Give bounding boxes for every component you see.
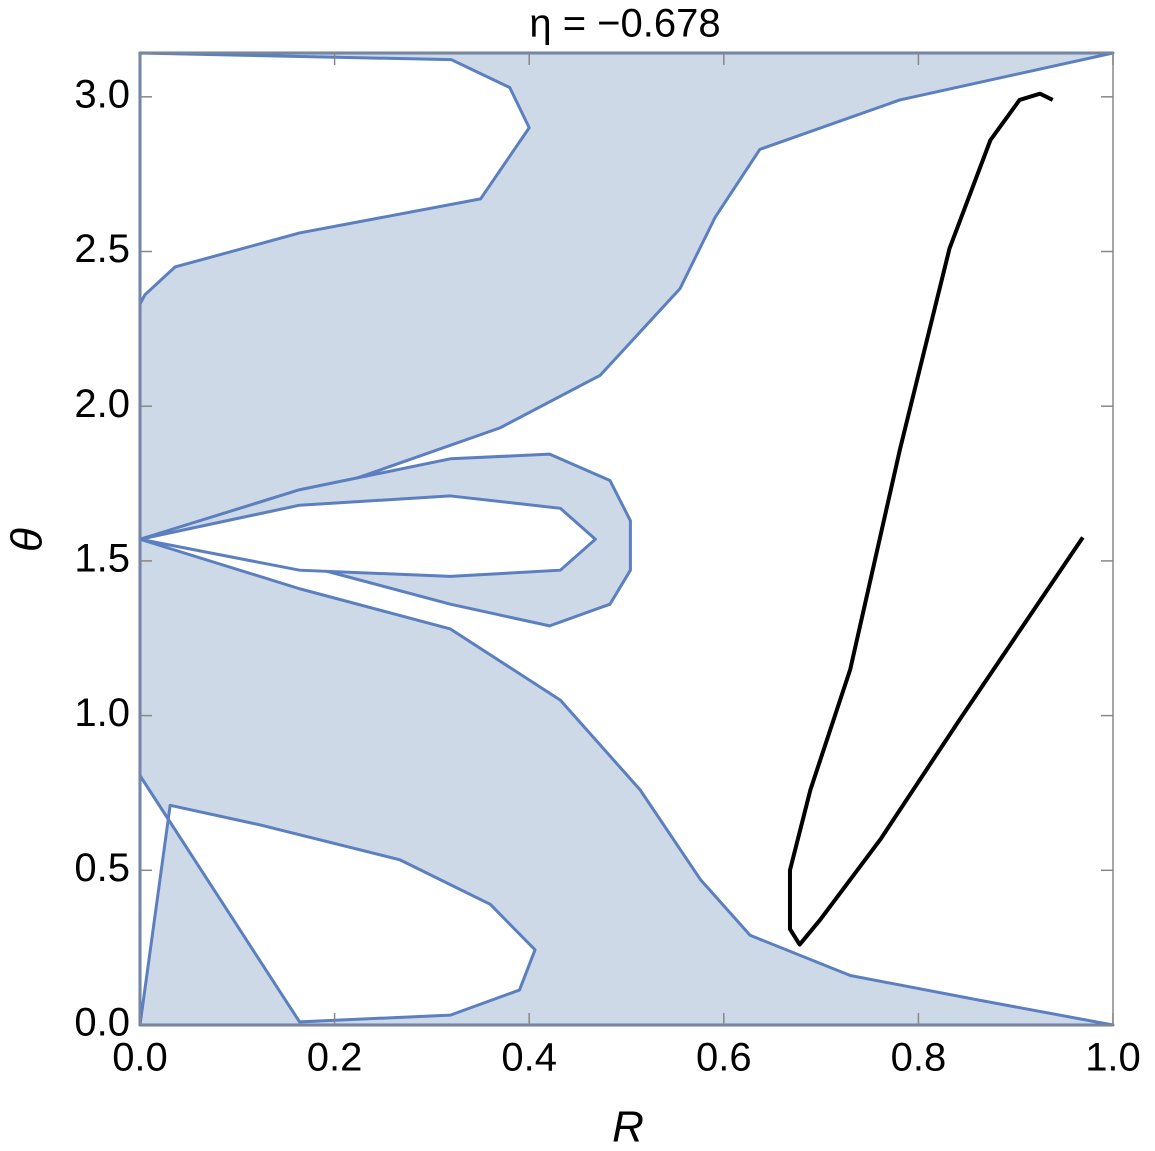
plot-frame	[139, 52, 1114, 1026]
x-tick-label: 1.0	[1085, 1036, 1141, 1080]
x-tick-label: 0.6	[696, 1036, 752, 1080]
region	[138, 51, 531, 306]
x-tick-label: 0.0	[112, 1036, 168, 1080]
x-tick-label: 0.2	[307, 1036, 363, 1080]
chart-title: η = −0.678	[529, 2, 720, 46]
curve	[787, 91, 1085, 947]
y-tick-label: 0.0	[74, 1001, 130, 1045]
region	[138, 494, 597, 578]
x-tick-label: 0.4	[501, 1036, 557, 1080]
y-tick-label: 3.0	[74, 72, 130, 116]
y-tick-label: 2.5	[74, 227, 130, 271]
x-tick-label: 0.8	[891, 1036, 947, 1080]
y-tick-label: 0.5	[74, 846, 130, 890]
region	[138, 774, 537, 1027]
y-tick-label: 1.5	[74, 536, 130, 580]
y-axis-title: θ	[3, 528, 52, 552]
x-axis-title: R	[612, 1103, 644, 1151]
y-tick-label: 1.0	[74, 691, 130, 735]
y-tick-label: 2.0	[74, 382, 130, 426]
